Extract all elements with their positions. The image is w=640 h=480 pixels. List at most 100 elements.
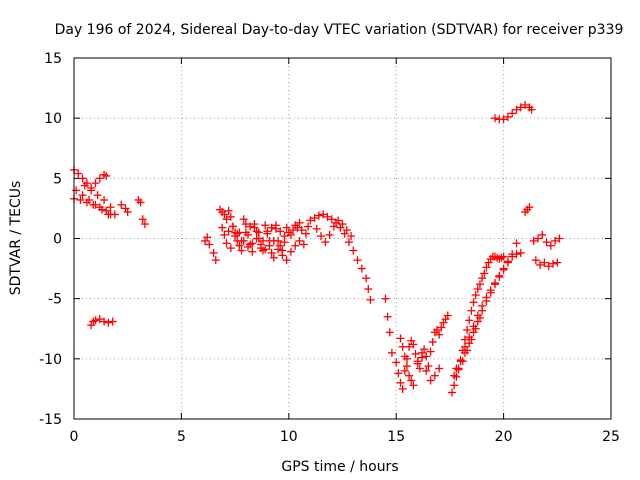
data-point xyxy=(203,233,212,242)
data-point xyxy=(469,298,478,307)
data-point xyxy=(553,258,562,267)
x-tick-label: 25 xyxy=(602,429,620,445)
data-point xyxy=(452,364,461,373)
data-point xyxy=(400,366,409,375)
data-point xyxy=(95,315,104,324)
data-point xyxy=(392,358,401,367)
data-point xyxy=(121,204,130,213)
data-point xyxy=(276,241,285,250)
data-point xyxy=(540,258,549,267)
data-point xyxy=(544,262,553,271)
data-point xyxy=(394,369,403,378)
data-point xyxy=(301,229,310,238)
data-point xyxy=(261,221,270,230)
data-point xyxy=(254,228,263,237)
data-point xyxy=(93,191,102,200)
data-point xyxy=(499,265,508,274)
data-point xyxy=(271,221,280,230)
data-point xyxy=(516,248,525,257)
data-point xyxy=(512,105,521,114)
data-point xyxy=(108,317,117,326)
data-point xyxy=(430,371,439,380)
y-tick-label: 0 xyxy=(53,232,62,248)
data-point xyxy=(503,258,512,267)
data-point xyxy=(527,105,536,114)
data-point xyxy=(85,195,94,204)
data-point xyxy=(499,252,508,261)
data-point xyxy=(542,238,551,247)
x-axis-label: GPS time / hours xyxy=(281,459,398,475)
data-point xyxy=(267,248,276,257)
data-point xyxy=(248,239,257,248)
data-point xyxy=(482,293,491,302)
x-tick-label: 0 xyxy=(70,429,79,445)
data-point xyxy=(100,317,109,326)
data-point xyxy=(104,318,113,327)
data-point xyxy=(97,205,106,214)
data-point xyxy=(80,181,89,190)
data-point xyxy=(100,170,109,179)
data-point xyxy=(239,236,248,245)
data-point xyxy=(463,325,472,334)
data-point xyxy=(222,239,231,248)
data-point xyxy=(261,245,270,254)
data-point xyxy=(252,234,261,243)
data-point xyxy=(321,238,330,247)
data-point xyxy=(78,191,87,200)
data-point xyxy=(364,285,373,294)
data-point xyxy=(291,241,300,250)
data-point xyxy=(400,352,409,361)
data-point xyxy=(349,246,358,255)
data-point xyxy=(525,203,534,212)
data-point xyxy=(102,206,111,215)
data-point xyxy=(407,336,416,345)
data-point xyxy=(497,253,506,262)
data-point xyxy=(209,248,218,257)
data-point xyxy=(241,220,250,229)
data-point xyxy=(551,236,560,245)
data-point xyxy=(357,264,366,273)
data-point xyxy=(220,230,229,239)
data-point xyxy=(482,263,491,272)
data-point xyxy=(435,330,444,339)
data-point xyxy=(448,388,457,397)
data-point xyxy=(276,227,285,236)
data-point xyxy=(396,334,405,343)
x-tick-label: 15 xyxy=(387,429,405,445)
data-point xyxy=(252,227,261,236)
data-point xyxy=(362,274,371,283)
data-point xyxy=(239,215,248,224)
data-point xyxy=(458,357,467,366)
data-point xyxy=(282,256,291,265)
data-point xyxy=(426,347,435,356)
data-point xyxy=(407,376,416,385)
data-point xyxy=(95,174,104,183)
y-axis-label: SDTVAR / TECUs xyxy=(8,181,24,296)
data-point xyxy=(398,384,407,393)
data-point xyxy=(138,215,147,224)
data-point xyxy=(398,342,407,351)
data-point xyxy=(405,371,414,380)
data-point xyxy=(117,200,126,209)
data-point xyxy=(87,186,96,195)
y-tick-label: -10 xyxy=(39,352,62,368)
data-point xyxy=(323,212,332,221)
data-point xyxy=(366,295,375,304)
data-point xyxy=(454,365,463,374)
data-point xyxy=(443,311,452,320)
data-point xyxy=(347,232,356,241)
data-point xyxy=(433,325,442,334)
data-point xyxy=(220,210,229,219)
data-point xyxy=(263,229,272,238)
data-point xyxy=(265,241,274,250)
data-point xyxy=(140,220,149,229)
data-point xyxy=(495,273,504,282)
data-point xyxy=(226,244,235,253)
data-point xyxy=(387,348,396,357)
data-point xyxy=(422,352,431,361)
data-point xyxy=(465,316,474,325)
data-point xyxy=(235,228,244,237)
data-point xyxy=(334,216,343,225)
data-point xyxy=(402,362,411,371)
